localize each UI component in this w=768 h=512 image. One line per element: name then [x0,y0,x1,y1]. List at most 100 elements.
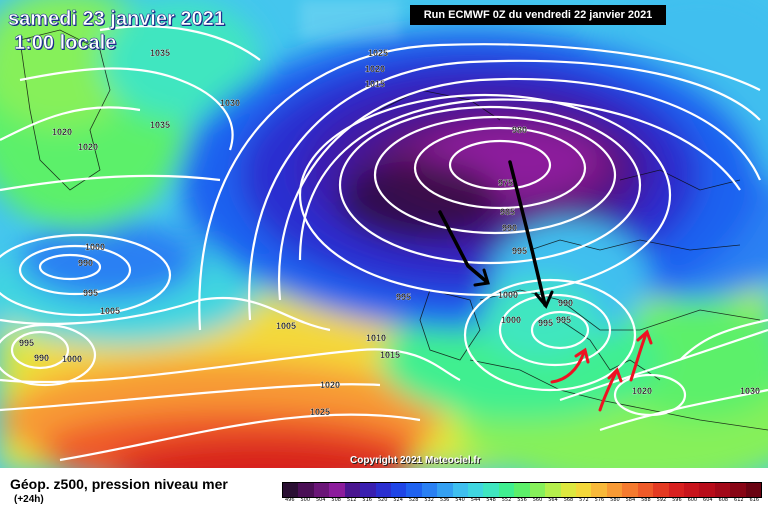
color-scale-label: 572 [579,497,589,503]
forecast-time: 1:00 locale [14,32,117,55]
color-scale-label: 536 [439,497,450,503]
isobar-label: 995 [396,292,411,302]
black-arrows [438,160,554,309]
color-scale-swatch [699,483,715,497]
isobar-label: 995 [538,318,553,328]
isobars [0,25,768,462]
run-info-banner: Run ECMWF 0Z du vendredi 22 janvier 2021 [410,5,666,25]
color-scale-label: 532 [424,497,434,503]
color-scale-label: 584 [625,497,636,503]
color-scale-swatch [468,483,484,497]
color-scale-label: 608 [718,497,729,503]
color-scale-swatch [622,483,638,497]
color-scale-swatch [683,483,700,497]
color-scale-label: 524 [393,497,403,503]
color-scale-swatch [668,483,684,497]
color-scale-label: 504 [315,497,326,503]
color-scale-swatch [329,483,345,497]
color-scale-swatch [714,483,731,497]
isobar-label: 980 [512,125,527,135]
legend-subtitle: (+24h) [14,494,44,505]
red-arrow-2 [598,370,618,412]
color-scale-label: 568 [563,497,574,503]
color-scale-swatch [375,483,391,497]
red-arrows [550,329,653,412]
isobar-label: 1020 [365,64,385,74]
isobar-label: 995 [512,246,527,256]
isobar-label: 995 [83,288,98,298]
color-scale-labels: 496 500 504 508 512 516 520 524 528 532 536 540 544 5… [282,497,762,503]
color-scale-swatch [483,483,499,497]
color-scale-label: 576 [594,497,605,503]
color-scale-swatch [283,483,299,497]
color-scale-swatch [730,483,746,497]
color-scale-label: 564 [548,497,558,503]
color-scale-label: 544 [470,497,481,503]
color-scale-label: 508 [331,497,341,503]
isobar-label: 1000 [85,242,105,252]
color-scale-label: 516 [362,497,372,503]
isobar-label: 990 [502,223,517,233]
color-scale-label: 604 [703,497,713,503]
color-scale-label: 560 [532,497,543,503]
color-scale-swatch [514,483,530,497]
isobar-labels: 1035 1030 1025 1020 1015 1035 1020 1020 … [19,48,760,417]
color-scale-label: 596 [672,497,682,503]
map-canvas: 1035 1030 1025 1020 1015 1035 1020 1020 … [0,0,768,468]
color-scale-swatch [344,483,361,497]
color-scale-label: 600 [687,497,698,503]
red-arrow-1 [550,350,586,384]
isobar-label: 1000 [498,290,518,300]
color-scale-swatch [576,483,592,497]
color-scale-label: 556 [517,497,527,503]
isobar-label: 985 [500,207,515,217]
isobar-label: 1025 [310,407,330,417]
color-scale-swatch [653,483,669,497]
isobar-label: 1020 [52,127,72,137]
color-scale-swatch [560,483,577,497]
isobar-label: 1030 [220,98,240,108]
isobar-label: 1010 [366,333,386,343]
color-scale-label: 592 [656,497,667,503]
color-scale-label: 548 [486,497,496,503]
isobar-label: 995 [19,338,34,348]
isobar-label: 990 [558,298,573,308]
black-arrow-east-head [534,290,554,309]
color-scale-label: 496 [284,497,295,503]
color-scale-label: 520 [377,497,388,503]
color-scale-label: 612 [734,497,744,503]
isobar-label: 995 [556,315,571,325]
color-scale-swatch [298,483,314,497]
isobar-label: 1035 [150,48,170,58]
color-scale-swatch [606,483,623,497]
legend-footer: Géop. z500, pression niveau mer (+24h) 4… [0,468,768,512]
forecast-date: samedi 23 janvier 2021 [8,8,225,31]
color-scale-swatch [406,483,422,497]
isobar-label: 1005 [276,321,296,331]
red-arrow-3 [629,332,648,382]
color-scale-swatch [545,483,561,497]
color-scale-swatch [637,483,654,497]
color-scale-swatch [529,483,546,497]
color-scale-label: 588 [641,497,651,503]
isobar-label: 1025 [368,48,388,58]
isobar-label: 990 [34,353,49,363]
black-arrow-west-head [473,268,490,287]
isobar-label: 1020 [78,142,98,152]
isobar-label: 1015 [365,79,385,89]
color-scale-label: 616 [749,497,760,503]
isobar-label: 1005 [100,306,120,316]
color-scale-swatch [421,483,438,497]
color-scale-label: 552 [501,497,512,503]
color-scale-label: 500 [300,497,310,503]
color-scale-swatch [498,483,515,497]
color-scale-swatch [390,483,407,497]
color-scale-label: 580 [610,497,620,503]
color-scale-swatch [437,483,453,497]
legend-title: Géop. z500, pression niveau mer [10,476,228,492]
isobar-label: 1020 [320,380,340,390]
black-arrow-east [508,160,547,307]
color-scale-swatch [745,483,762,497]
isobar-label: 1035 [150,120,170,130]
